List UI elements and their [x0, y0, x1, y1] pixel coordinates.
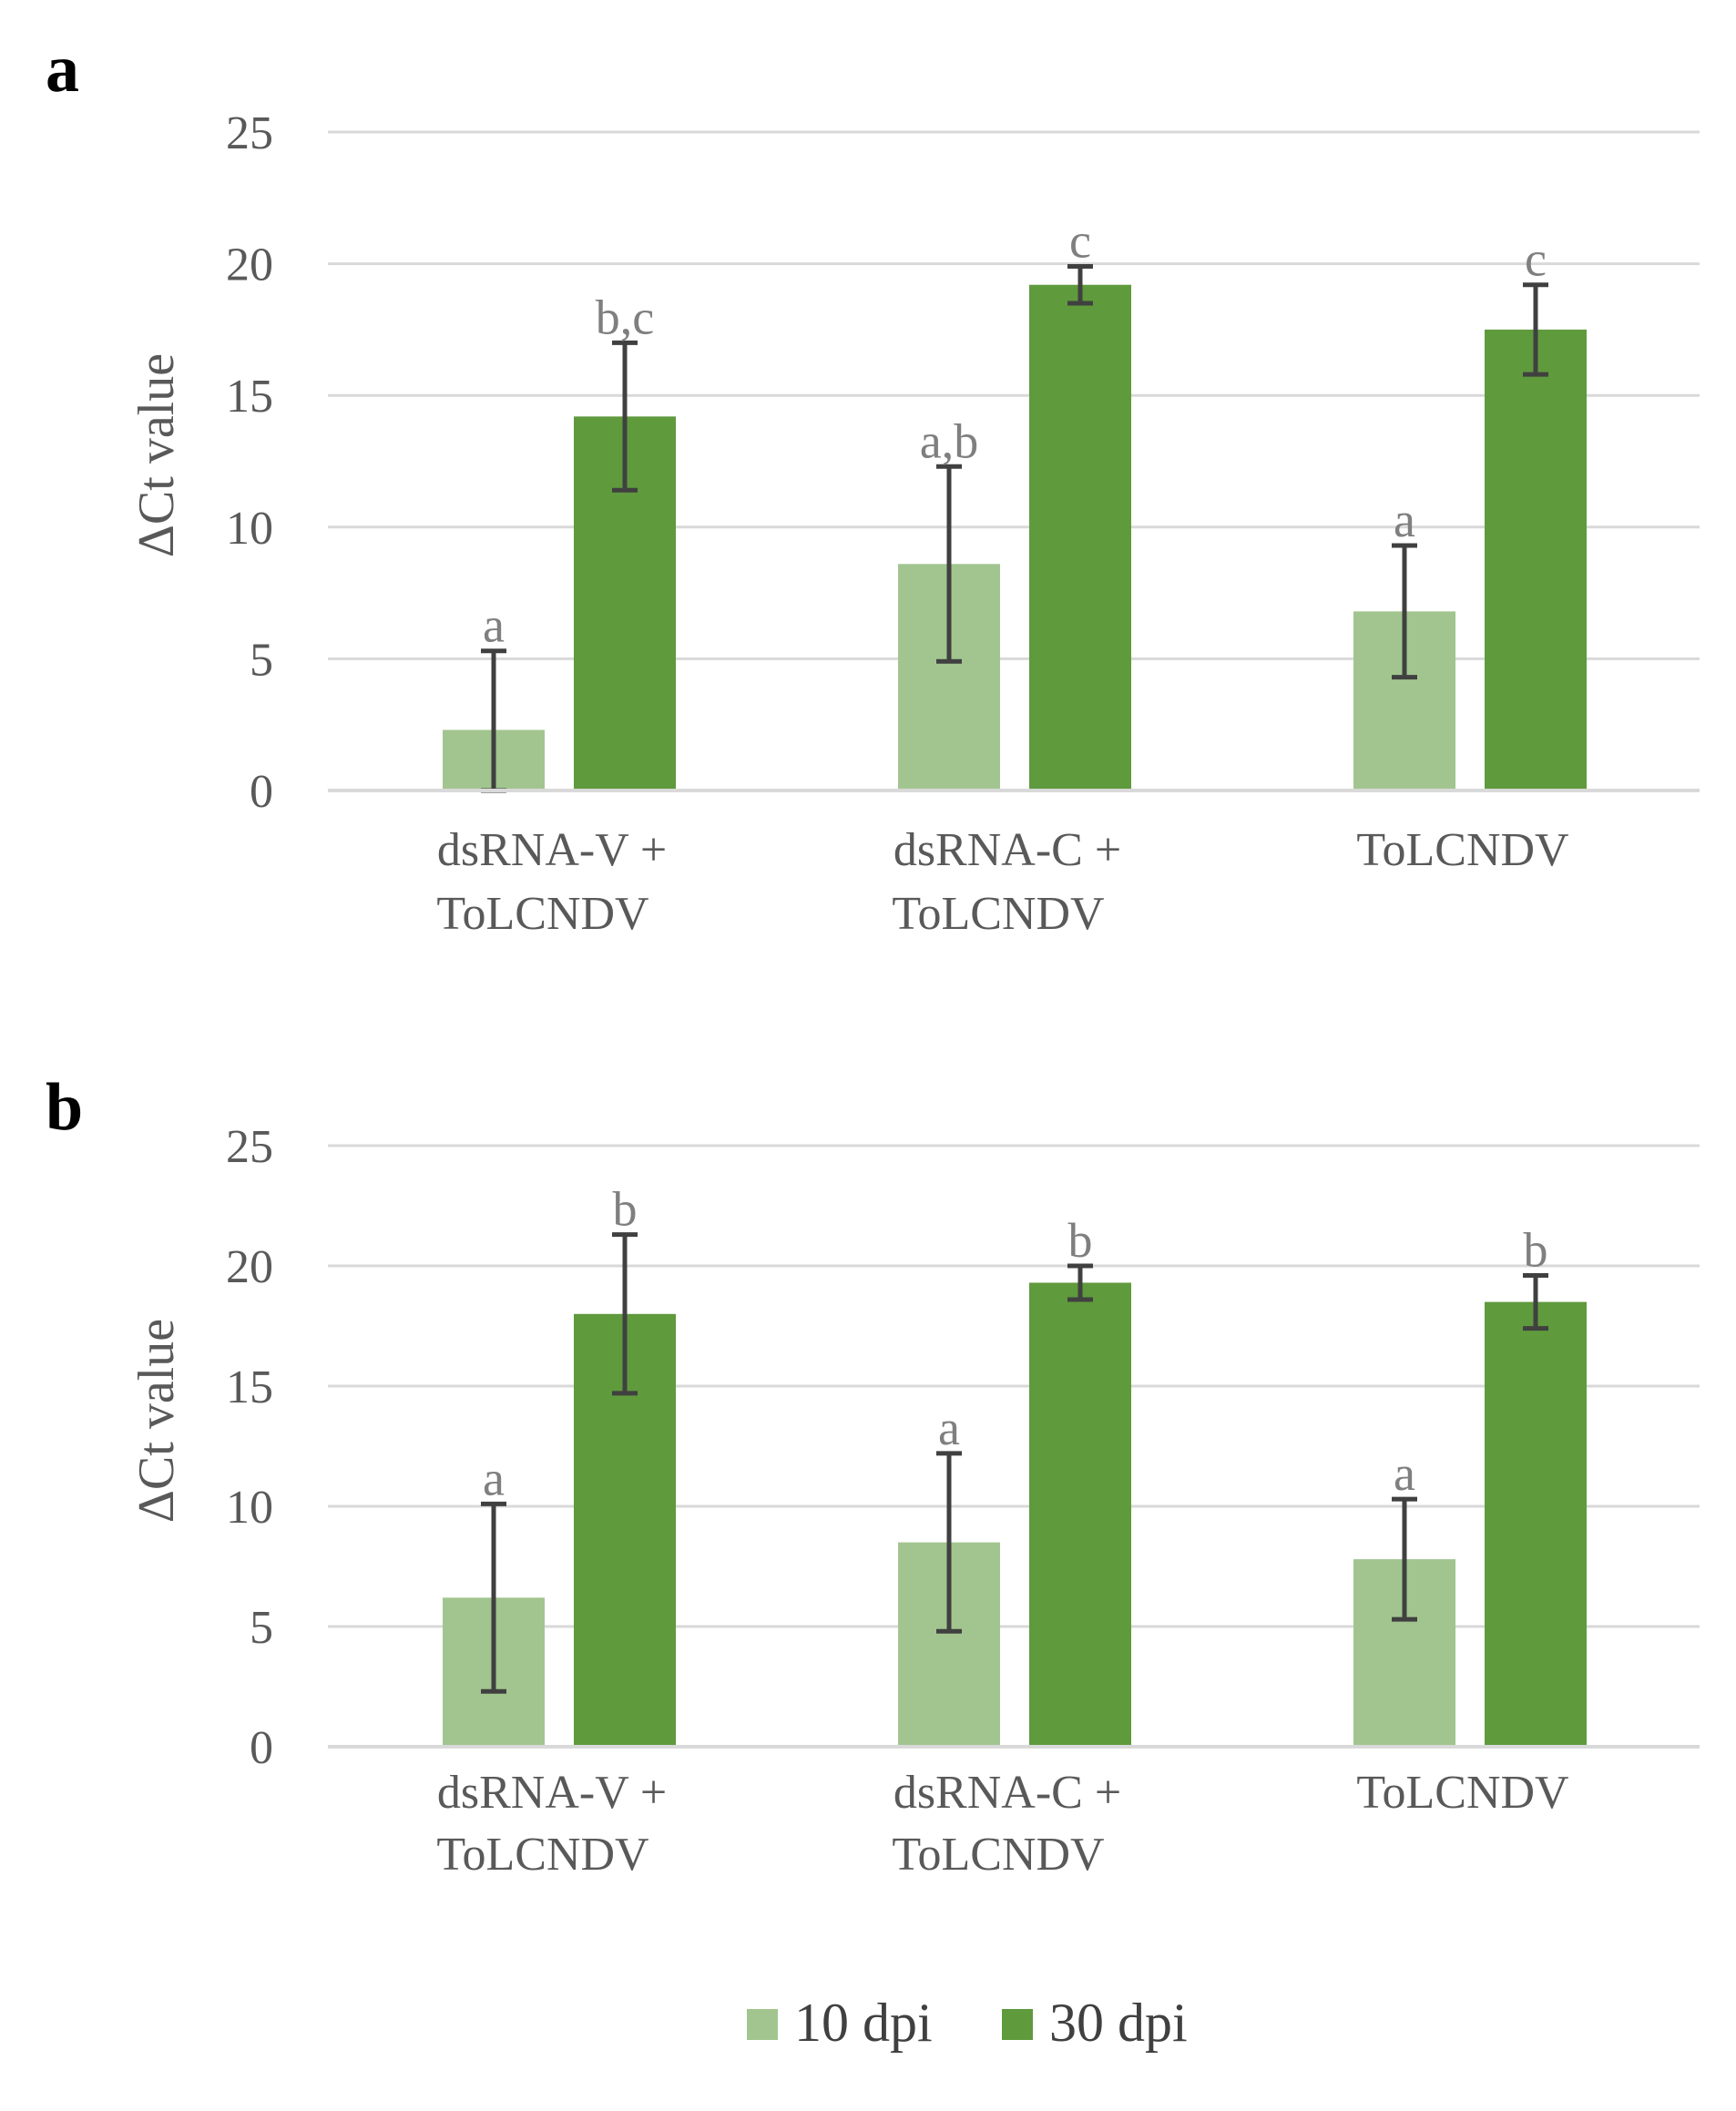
significance-label: c [1525, 232, 1547, 287]
category-label: dsRNA-C + [894, 824, 1121, 876]
y-tick-label: 5 [250, 1602, 273, 1654]
panel-a: a 0 5 10 15 20 25 ΔCt value a a,b a b,c c c dsRNA-V + T… [46, 32, 1700, 940]
category-label: dsRNA-V + [437, 824, 667, 876]
significance-label: a [938, 1401, 960, 1455]
y-tick-label: 10 [226, 1482, 273, 1534]
legend-swatch-30dpi [1002, 2009, 1033, 2040]
category-label: ToLCNDV [1356, 1767, 1568, 1819]
significance-label: b [613, 1182, 638, 1237]
significance-label: a [1394, 1446, 1415, 1501]
significance-label: a,b [920, 413, 978, 468]
category-label-line2: ToLCNDV [436, 1829, 648, 1881]
bar-30dpi [1029, 1282, 1131, 1747]
panel-label: b [46, 1070, 83, 1145]
legend-label-10dpi: 10 dpi [794, 1993, 933, 2053]
y-tick-label: 15 [226, 1361, 273, 1413]
significance-label: b [1068, 1213, 1093, 1268]
significance-label: a [483, 598, 505, 653]
y-tick-label: 0 [250, 766, 273, 818]
significance-label: b [1524, 1223, 1548, 1278]
y-tick-label: 25 [226, 107, 273, 159]
category-label-line2: ToLCNDV [436, 888, 648, 940]
category-label-line2: ToLCNDV [892, 888, 1104, 940]
category-label: ToLCNDV [1356, 824, 1568, 876]
category-label: dsRNA-V + [437, 1767, 667, 1819]
y-tick-label: 25 [226, 1121, 273, 1173]
y-tick-label: 20 [226, 1241, 273, 1293]
y-tick-label: 5 [250, 634, 273, 686]
y-tick-label: 20 [226, 240, 273, 291]
legend: 10 dpi 30 dpi [747, 1993, 1188, 2053]
legend-swatch-10dpi [747, 2009, 778, 2040]
category-label-line2: ToLCNDV [892, 1829, 1104, 1881]
legend-label-30dpi: 30 dpi [1049, 1993, 1188, 2053]
panel-label: a [46, 32, 79, 107]
bar-30dpi [1485, 329, 1587, 790]
y-tick-label: 15 [226, 371, 273, 423]
bar-30dpi [1485, 1301, 1587, 1747]
y-axis-label: ΔCt value [128, 353, 185, 557]
significance-label: a [483, 1451, 505, 1505]
panel-b: b 0 5 10 15 20 25 ΔCt value a a a b b b dsRNA-V + ToLCN… [46, 1070, 1700, 1881]
category-label: dsRNA-C + [894, 1767, 1121, 1819]
significance-label: b,c [596, 290, 654, 344]
bar-30dpi [1029, 284, 1131, 791]
y-axis-label: ΔCt value [128, 1319, 185, 1523]
y-tick-label: 0 [250, 1722, 273, 1774]
y-tick-label: 10 [226, 503, 273, 555]
significance-label: a [1394, 493, 1415, 547]
significance-label: c [1069, 213, 1091, 268]
